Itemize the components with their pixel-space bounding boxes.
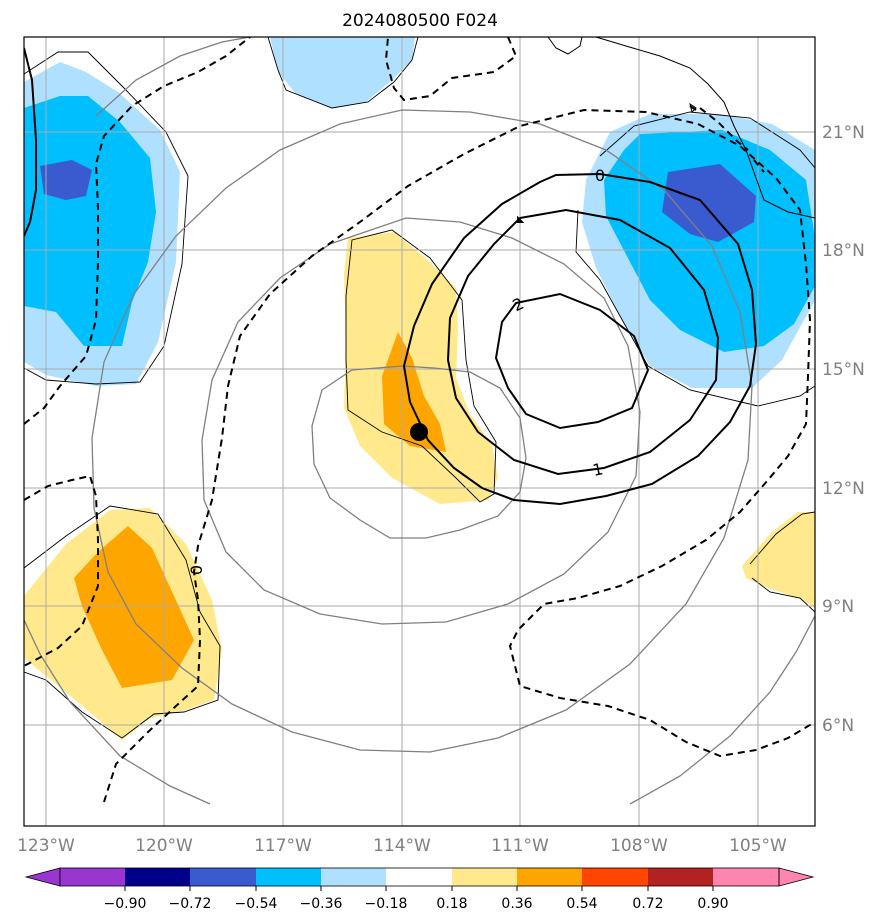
lon-tick-label: 117°W bbox=[254, 836, 312, 856]
lat-tick-label: 6°N bbox=[822, 716, 854, 736]
neg-anomaly-dark-area bbox=[40, 160, 92, 200]
map-frame bbox=[23, 36, 816, 827]
colorbar-segment bbox=[125, 868, 190, 886]
colorbar-segment bbox=[713, 868, 779, 886]
contour-labels: 0 2 1 0 bbox=[187, 166, 605, 575]
lat-tick-label: 12°N bbox=[822, 479, 865, 499]
colorbar-segment bbox=[517, 868, 582, 886]
colorbar-segment bbox=[256, 868, 321, 886]
coastline bbox=[547, 37, 815, 219]
colorbar-tick-label: 0.54 bbox=[566, 896, 597, 912]
colorbar-segment bbox=[648, 868, 713, 886]
neg-anomaly-dark-area bbox=[662, 164, 756, 242]
lon-tick-label: 120°W bbox=[135, 836, 193, 856]
pos-anomaly-medium-area bbox=[382, 332, 446, 452]
colorbar-segment bbox=[452, 868, 517, 886]
colorbar-tick-label: 0.72 bbox=[632, 896, 663, 912]
colorbar-extend-low bbox=[24, 867, 61, 887]
colorbar-extend-high bbox=[778, 867, 815, 887]
colorbar-tick-label: 0.18 bbox=[436, 896, 467, 912]
solid-contours bbox=[24, 47, 758, 506]
contour-label: 0 bbox=[595, 166, 605, 185]
colorbar-segment bbox=[190, 868, 256, 886]
colorbar-tick-label: −0.18 bbox=[365, 896, 408, 912]
neg-anomaly-light-area bbox=[270, 37, 415, 108]
lat-tick-label: 15°N bbox=[822, 360, 865, 380]
lon-tick-label: 123°W bbox=[17, 836, 75, 856]
colorbar-tick-label: −0.36 bbox=[300, 896, 343, 912]
colorbar-segment bbox=[321, 868, 386, 886]
colorbar-tick-label: −0.90 bbox=[104, 896, 147, 912]
map-title: 2024080500 F024 bbox=[342, 11, 498, 31]
gridlines bbox=[24, 37, 815, 826]
colorbar-frame bbox=[59, 867, 780, 887]
shading-outlines bbox=[24, 37, 815, 739]
negative-anomaly-fill bbox=[24, 37, 815, 388]
lon-tick-labels: 123°W 120°W 117°W 114°W 111°W 108°W 105°… bbox=[17, 836, 787, 856]
colorbar: −0.90 −0.72 −0.54 −0.36 −0.18 0.18 0.36 … bbox=[24, 867, 815, 912]
colorbar-tick-label: 0.90 bbox=[697, 896, 728, 912]
colorbar-segment bbox=[60, 868, 125, 886]
neg-anomaly-medium-area bbox=[24, 96, 156, 346]
lon-tick-label: 114°W bbox=[373, 836, 431, 856]
lat-tick-label: 18°N bbox=[822, 241, 865, 261]
pos-anomaly-light-area bbox=[344, 232, 498, 504]
colorbar-segment bbox=[386, 868, 452, 886]
colorbar-tick-label: −0.72 bbox=[169, 896, 212, 912]
lat-tick-label: 9°N bbox=[822, 597, 854, 617]
contour-label: 0 bbox=[187, 565, 206, 575]
lon-tick-label: 111°W bbox=[491, 836, 549, 856]
storm-center-marker bbox=[410, 423, 428, 441]
colorbar-tick-label: −0.54 bbox=[235, 896, 278, 912]
colorbar-tick-label: 0.36 bbox=[501, 896, 532, 912]
dashed-contours bbox=[24, 37, 815, 803]
lat-tick-labels: 6°N 9°N 12°N 15°N 18°N 21°N bbox=[822, 123, 865, 736]
colorbar-segment bbox=[582, 868, 648, 886]
distance-rings bbox=[24, 37, 815, 805]
contour-label: 1 bbox=[591, 459, 605, 480]
lon-tick-label: 108°W bbox=[610, 836, 668, 856]
lat-tick-label: 21°N bbox=[822, 123, 865, 143]
lon-tick-label: 105°W bbox=[729, 836, 787, 856]
